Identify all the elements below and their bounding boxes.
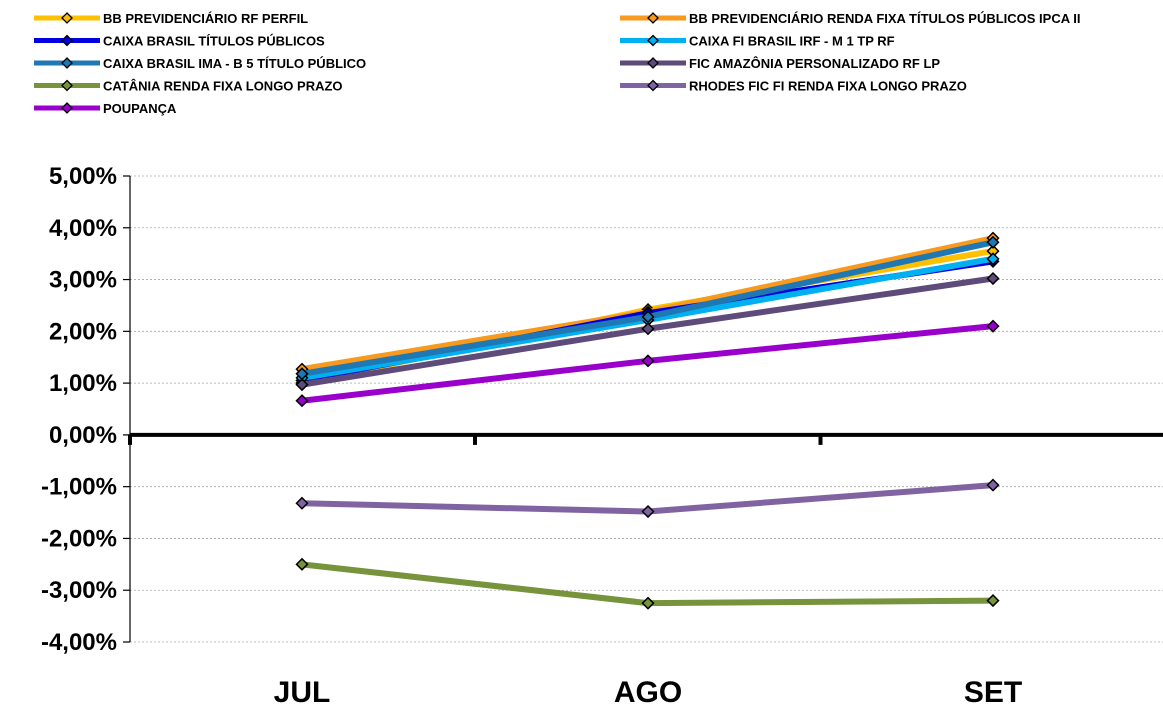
legend-entry: CAIXA FI BRASIL IRF - M 1 TP RF [620, 34, 895, 49]
x-axis-tick-labels: JUL AGO SET [274, 676, 1023, 704]
legend-label: BB PREVIDENCIÁRIO RENDA FIXA TÍTULOS PÚB… [689, 11, 1080, 26]
data-point [641, 596, 655, 610]
y-tick-label: 3,00% [49, 267, 117, 294]
legend-label: CAIXA BRASIL TÍTULOS PÚBLICOS [103, 34, 325, 49]
data-point [295, 557, 309, 571]
legend-label: CATÂNIA RENDA FIXA LONGO PRAZO [103, 79, 343, 94]
data-point [641, 504, 655, 519]
data-point [295, 394, 309, 408]
legend-swatch-marker [647, 34, 659, 47]
x-tick-label: JUL [274, 676, 331, 704]
y-tick-label: 4,00% [49, 215, 117, 242]
legend-entry: BB PREVIDENCIÁRIO RENDA FIXA TÍTULOS PÚB… [620, 11, 1080, 26]
legend-swatch-marker [61, 12, 73, 24]
x-tick-label: SET [964, 676, 1022, 704]
y-tick-label: 2,00% [49, 318, 117, 345]
data-point [986, 594, 1000, 608]
legend-swatch-marker [647, 12, 659, 24]
series [295, 557, 1000, 610]
data-point [295, 378, 309, 392]
series [295, 271, 1000, 392]
y-tick-label: 5,00% [49, 163, 117, 190]
legend-swatch-marker [61, 102, 73, 114]
legend-entry: CAIXA BRASIL TÍTULOS PÚBLICOS [34, 34, 325, 49]
y-tick-label: -1,00% [41, 474, 117, 501]
data-point [295, 496, 309, 510]
data-point [986, 252, 1000, 266]
data-point [641, 322, 655, 336]
y-tick-label: 1,00% [49, 370, 117, 397]
legend-swatch-marker [647, 79, 659, 92]
data-point [986, 478, 1000, 492]
data-point [986, 271, 1000, 286]
data-point [986, 235, 1000, 249]
grid [130, 175, 1163, 643]
series [295, 478, 1000, 519]
y-axis-tick-labels: 5,00% 4,00% 3,00% 2,00% 1,00% 0,00% -1,00% -2,0… [41, 163, 117, 656]
legend-label: POUPANÇA [103, 101, 177, 116]
legend-label: CAIXA FI BRASIL IRF - M 1 TP RF [689, 34, 895, 49]
x-tick-label: AGO [614, 676, 682, 704]
legend: BB PREVIDENCIÁRIO RF PERFIL BB PREVIDENCI… [34, 11, 1080, 116]
y-tick-label: -2,00% [41, 525, 117, 552]
legend-swatch-marker [61, 79, 73, 92]
legend-entry: POUPANÇA [34, 101, 177, 116]
y-tick-label: -3,00% [41, 577, 117, 604]
legend-swatch-marker [61, 34, 73, 47]
y-tick-label: -4,00% [41, 629, 117, 656]
data-point [986, 319, 1000, 333]
legend-label: CAIXA BRASIL IMA - B 5 TÍTULO PÚBLICO [103, 56, 366, 71]
legend-entry: FIC AMAZÔNIA PERSONALIZADO RF LP [620, 56, 940, 71]
legend-label: RHODES FIC FI RENDA FIXA LONGO PRAZO [689, 79, 967, 94]
axes [123, 175, 1163, 643]
legend-entry: RHODES FIC FI RENDA FIXA LONGO PRAZO [620, 79, 967, 94]
data-point [641, 354, 655, 368]
legend-entry: CAIXA BRASIL IMA - B 5 TÍTULO PÚBLICO [34, 56, 366, 71]
y-tick-label: 0,00% [49, 422, 117, 449]
series [295, 319, 1000, 408]
legend-label: BB PREVIDENCIÁRIO RF PERFIL [103, 11, 308, 26]
legend-entry: CATÂNIA RENDA FIXA LONGO PRAZO [34, 79, 343, 94]
series [295, 235, 1000, 381]
legend-swatch-marker [61, 57, 73, 69]
legend-label: FIC AMAZÔNIA PERSONALIZADO RF LP [689, 56, 940, 71]
legend-swatch-marker [647, 57, 659, 69]
legend-entry: BB PREVIDENCIÁRIO RF PERFIL [34, 11, 308, 26]
series-group [295, 231, 1000, 610]
